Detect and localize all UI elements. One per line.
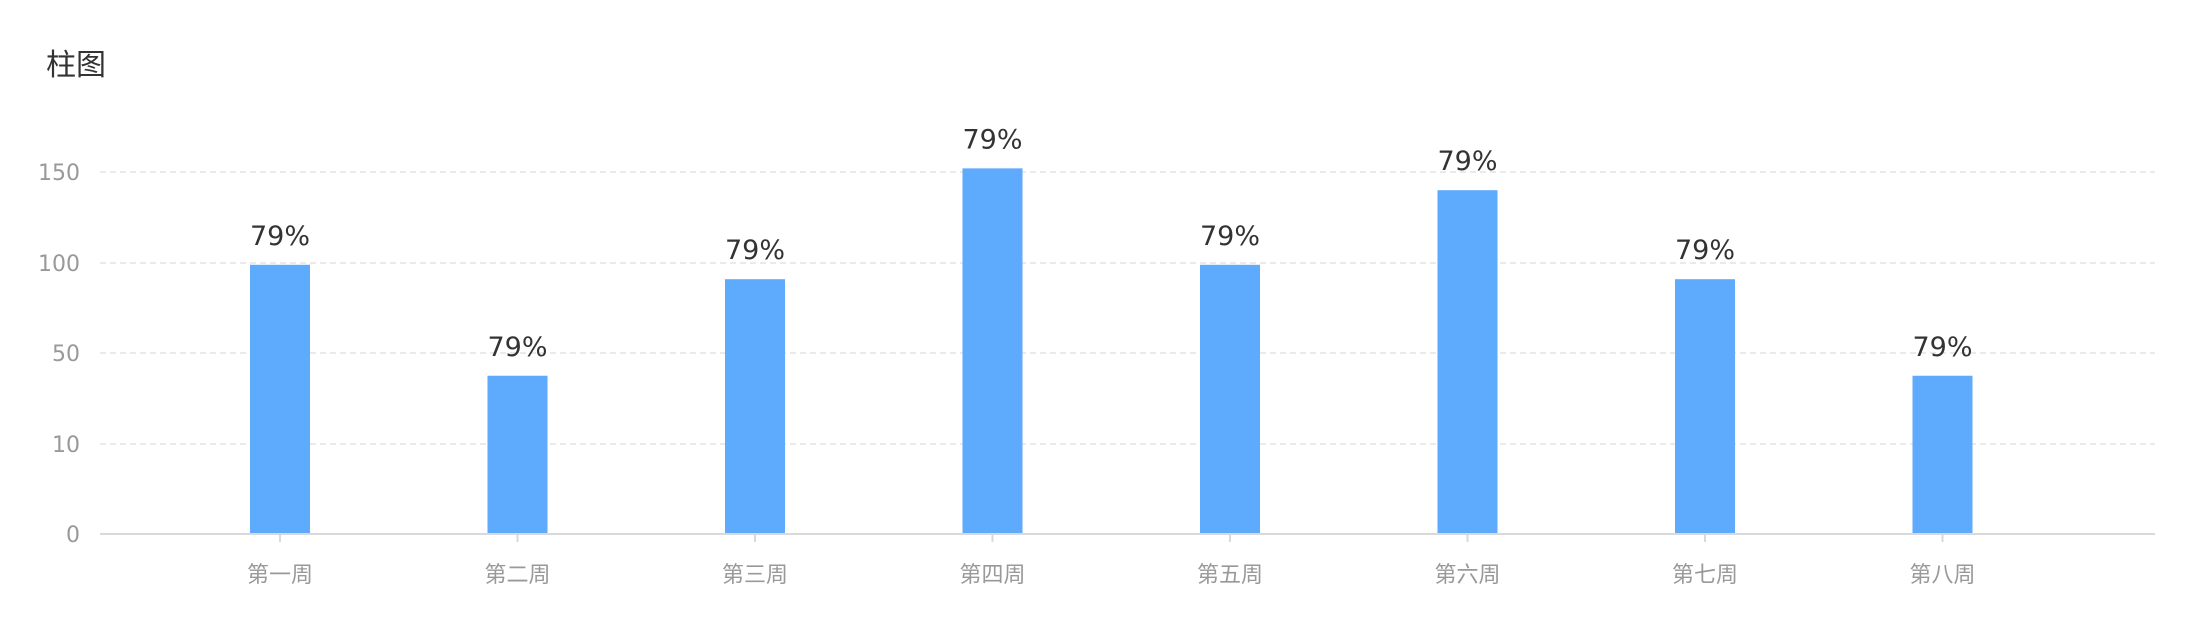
bar [1912,375,1973,534]
axis-layer: 0 10 50 100 150 第一周 第二周 第三周 第四周 第五周 第六周 第七周 第八周 [38,161,2155,588]
x-tick-label: 第五周 [1197,563,1263,588]
y-tick-label: 100 [38,252,80,277]
bar [1675,279,1735,534]
data-label-layer: 79% 79% 79% 79% 79% 79% 79% 79% [250,124,1973,362]
chart-title: 柱图 [46,48,106,83]
bar [962,168,1023,535]
bar-data-label: 79% [1675,235,1735,266]
bar-data-label: 79% [725,235,785,266]
x-tick-label: 第二周 [484,563,550,588]
bar-data-label: 79% [1912,332,1972,363]
bar-data-label: 79% [1437,146,1497,177]
bar-data-label: 79% [250,221,310,252]
bar [725,279,785,534]
bar-layer [250,168,1973,535]
y-tick-label: 50 [52,342,80,367]
x-tick-label: 第六周 [1434,563,1500,588]
y-tick-label: 150 [38,161,80,186]
x-tick-label: 第八周 [1909,563,1975,588]
x-tick-label: 第四周 [959,563,1025,588]
bar [250,264,310,534]
bar [1200,264,1260,534]
bar [487,375,548,534]
x-tick-label: 第七周 [1672,563,1738,588]
bar-data-label: 79% [487,332,547,363]
x-tick-label: 第一周 [247,563,313,588]
bar [1437,190,1498,534]
grid-layer [100,171,2155,445]
x-tick-label: 第三周 [722,563,788,588]
y-tick-label: 10 [52,433,80,458]
bar-data-label: 79% [1200,221,1260,252]
y-tick-label: 0 [66,523,80,548]
bar-data-label: 79% [962,124,1022,155]
